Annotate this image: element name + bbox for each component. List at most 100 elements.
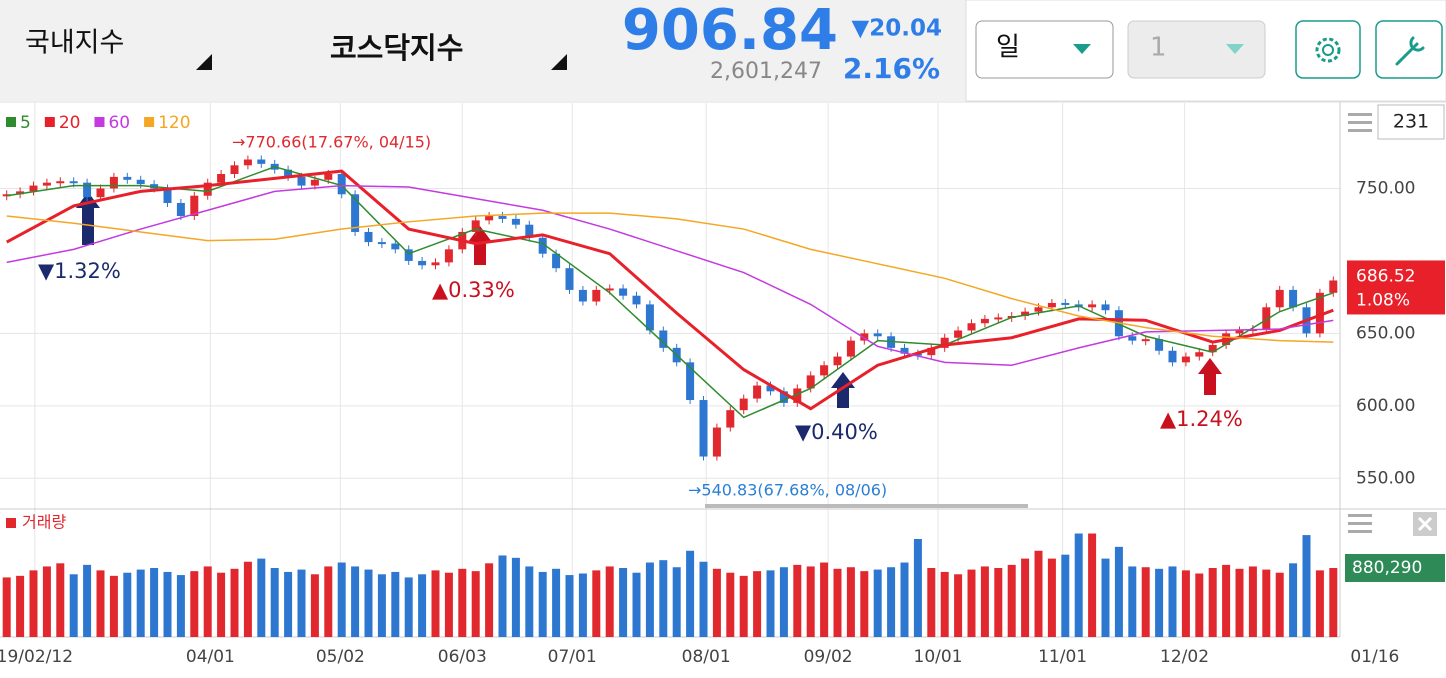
period-value: 일	[996, 33, 1020, 63]
count-box[interactable]	[1377, 104, 1445, 140]
count-value: 1	[1150, 33, 1167, 63]
volume-bar	[1101, 558, 1110, 637]
volume-bar	[1195, 573, 1204, 637]
candle	[994, 317, 1003, 320]
volume-bar	[806, 566, 815, 637]
candle	[659, 330, 668, 348]
volume-bar	[351, 566, 360, 637]
candle	[1128, 336, 1137, 341]
period-select[interactable]	[975, 20, 1114, 79]
volume-bar	[1302, 535, 1311, 637]
candle	[284, 169, 293, 177]
y-tick-label: 600.00	[1356, 396, 1415, 416]
volume-bar	[1222, 564, 1231, 637]
count-value: 231	[1393, 111, 1429, 133]
volume-bar	[552, 568, 561, 637]
settings-button[interactable]	[1295, 20, 1361, 79]
candle	[860, 333, 869, 341]
candle	[940, 337, 949, 348]
wrench-icon	[1395, 36, 1425, 66]
x-tick-label: 01/16	[1350, 647, 1399, 667]
legend-label: 20	[59, 113, 81, 133]
candle	[364, 231, 373, 243]
candle	[900, 347, 909, 354]
count-select[interactable]	[1127, 20, 1266, 79]
candle	[310, 179, 319, 186]
volume-bar	[833, 568, 842, 637]
select-caret	[1073, 44, 1091, 54]
candle	[418, 260, 427, 266]
annotation: →540.83(67.68%, 08/06)	[688, 481, 887, 500]
candle	[42, 182, 51, 186]
volume-bar	[632, 572, 641, 637]
candle	[578, 289, 587, 302]
candle	[56, 181, 65, 184]
gear-icon	[1322, 44, 1334, 56]
volume-bar	[404, 577, 413, 637]
candle	[1289, 289, 1298, 308]
volume-bar	[927, 568, 936, 637]
volume-bar	[605, 566, 614, 637]
volume-bar	[136, 569, 145, 637]
volume-bar	[1047, 558, 1056, 637]
volume-bar	[753, 571, 762, 637]
volume-bar	[779, 567, 788, 637]
volume-bar	[431, 570, 440, 637]
change-pct: 2.16%	[843, 52, 940, 85]
volume-bar	[645, 562, 654, 637]
volume-bar	[364, 569, 373, 637]
menu-icon[interactable]	[1348, 514, 1372, 533]
legend-label: 5	[20, 113, 31, 133]
market-tab[interactable]: 국내지수	[25, 28, 124, 59]
last-price-box	[1347, 260, 1445, 315]
volume-bar	[444, 572, 453, 637]
candle	[806, 375, 815, 389]
candle	[337, 173, 346, 195]
volume-bar	[1034, 550, 1043, 637]
volume-bar	[471, 571, 480, 637]
last-volume: 880,290	[1352, 558, 1422, 578]
candle	[753, 385, 762, 399]
volume-bar	[1289, 563, 1298, 637]
candle	[123, 176, 132, 180]
candle	[552, 253, 561, 269]
ma-line	[6, 184, 1334, 367]
volume-bar	[846, 567, 855, 637]
candle	[1262, 307, 1271, 330]
legend-swatch	[6, 117, 16, 127]
candle	[203, 182, 212, 196]
volume-bar	[16, 575, 25, 637]
candle	[243, 159, 252, 166]
candle	[324, 173, 333, 180]
volume-bar	[324, 566, 333, 637]
menu-icon[interactable]	[1348, 113, 1372, 132]
volume-legend-swatch	[6, 518, 16, 528]
x-tick-label: 07/01	[548, 647, 597, 667]
legend-swatch	[94, 117, 105, 127]
volume-bar	[1088, 533, 1097, 637]
volume-bar	[297, 569, 306, 637]
tools-button[interactable]	[1375, 20, 1443, 79]
close-icon[interactable]	[1413, 512, 1437, 536]
candle	[217, 173, 226, 183]
candle	[176, 202, 185, 217]
candle	[632, 295, 641, 305]
volume-bar	[913, 539, 922, 637]
annotation: ▼0.40%	[795, 420, 878, 444]
x-tick-label: 10/01	[914, 647, 963, 667]
volume-bar	[377, 574, 386, 637]
candle	[1141, 339, 1150, 342]
volume-bar	[1181, 570, 1190, 637]
candle	[954, 330, 963, 338]
volume-bar	[56, 563, 65, 637]
candle	[967, 323, 976, 331]
volume-bar	[418, 574, 427, 637]
volume-bar	[1329, 567, 1338, 637]
candle	[377, 242, 386, 245]
candle	[592, 289, 601, 302]
index-name[interactable]: 코스닥지수	[330, 31, 463, 65]
candle	[257, 159, 266, 164]
volume-bar	[230, 568, 239, 637]
candle	[1329, 280, 1338, 293]
volume-bar	[270, 568, 279, 637]
